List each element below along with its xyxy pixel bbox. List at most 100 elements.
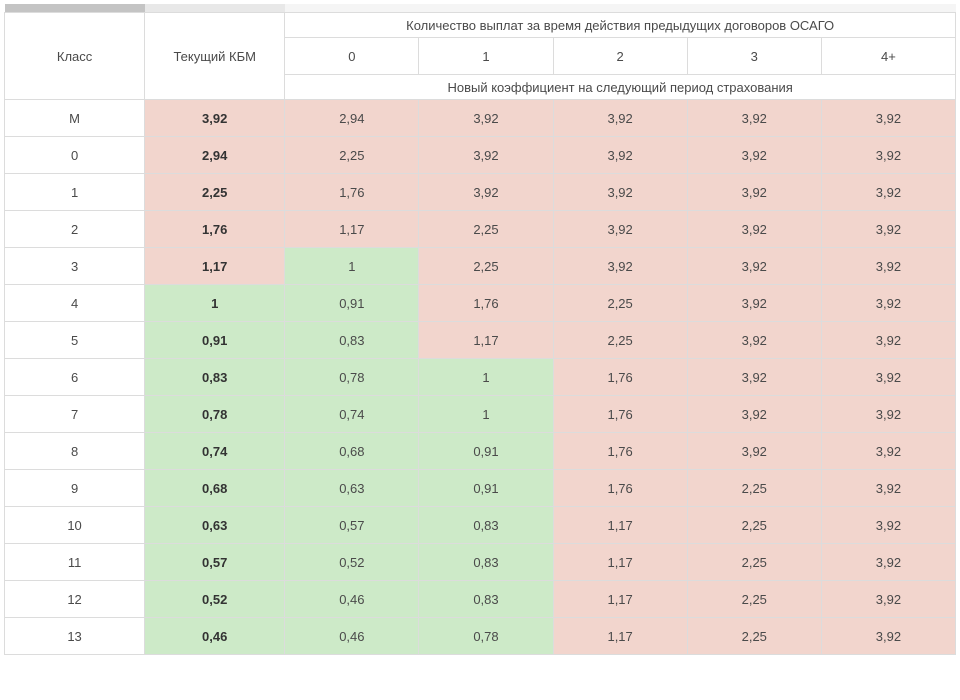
value-cell: 1,76	[419, 285, 553, 322]
value-cell: 3,92	[821, 100, 955, 137]
value-cell: 0,68	[285, 433, 419, 470]
value-cell: 1,76	[285, 174, 419, 211]
kbm-cell: 0,78	[145, 396, 285, 433]
class-cell: 2	[5, 211, 145, 248]
kbm-table: Класс Текущий КБМ Количество выплат за в…	[4, 4, 956, 655]
value-cell: 2,94	[285, 100, 419, 137]
value-cell: 1,17	[419, 322, 553, 359]
value-cell: 3,92	[821, 618, 955, 655]
value-cell: 2,25	[285, 137, 419, 174]
value-cell: 2,25	[687, 507, 821, 544]
kbm-cell: 1,76	[145, 211, 285, 248]
value-cell: 2,25	[687, 618, 821, 655]
value-cell: 2,25	[687, 581, 821, 618]
value-cell: 2,25	[419, 211, 553, 248]
kbm-cell: 1,17	[145, 248, 285, 285]
class-cell: 8	[5, 433, 145, 470]
value-cell: 3,92	[553, 137, 687, 174]
value-cell: 3,92	[821, 285, 955, 322]
value-cell: 0,74	[285, 396, 419, 433]
value-cell: 1,76	[553, 470, 687, 507]
table-row: 21,761,172,253,923,923,92	[5, 211, 956, 248]
table-row: 80,740,680,911,763,923,92	[5, 433, 956, 470]
value-cell: 3,92	[821, 470, 955, 507]
value-cell: 0,83	[419, 581, 553, 618]
value-cell: 1	[285, 248, 419, 285]
value-cell: 3,92	[687, 396, 821, 433]
value-cell: 0,83	[419, 544, 553, 581]
value-cell: 3,92	[821, 581, 955, 618]
value-cell: 3,92	[821, 211, 955, 248]
class-cell: 12	[5, 581, 145, 618]
table-row: 31,1712,253,923,923,92	[5, 248, 956, 285]
table-row: 130,460,460,781,172,253,92	[5, 618, 956, 655]
value-cell: 3,92	[821, 322, 955, 359]
table-row: 60,830,7811,763,923,92	[5, 359, 956, 396]
header-payouts: Количество выплат за время действия пред…	[285, 13, 956, 38]
value-cell: 1	[419, 396, 553, 433]
value-cell: 1,76	[553, 433, 687, 470]
kbm-cell: 0,52	[145, 581, 285, 618]
value-cell: 3,92	[553, 211, 687, 248]
value-cell: 0,57	[285, 507, 419, 544]
value-cell: 3,92	[821, 359, 955, 396]
value-cell: 1	[419, 359, 553, 396]
value-cell: 1,17	[553, 544, 687, 581]
value-cell: 3,92	[821, 248, 955, 285]
value-cell: 3,92	[821, 507, 955, 544]
value-cell: 1,17	[553, 618, 687, 655]
kbm-cell: 0,74	[145, 433, 285, 470]
header-row-1: Класс Текущий КБМ Количество выплат за в…	[5, 13, 956, 38]
value-cell: 3,92	[553, 174, 687, 211]
value-cell: 0,46	[285, 581, 419, 618]
table-row: 12,251,763,923,923,923,92	[5, 174, 956, 211]
table-row: М3,922,943,923,923,923,92	[5, 100, 956, 137]
value-cell: 3,92	[687, 100, 821, 137]
value-cell: 0,91	[285, 285, 419, 322]
value-cell: 2,25	[553, 285, 687, 322]
value-cell: 3,92	[821, 137, 955, 174]
table-row: 120,520,460,831,172,253,92	[5, 581, 956, 618]
value-cell: 3,92	[821, 396, 955, 433]
value-cell: 3,92	[553, 100, 687, 137]
kbm-cell: 3,92	[145, 100, 285, 137]
table-row: 100,630,570,831,172,253,92	[5, 507, 956, 544]
class-cell: 4	[5, 285, 145, 322]
kbm-cell: 0,63	[145, 507, 285, 544]
header-col-3: 3	[687, 38, 821, 75]
table-row: 410,911,762,253,923,92	[5, 285, 956, 322]
class-cell: 6	[5, 359, 145, 396]
value-cell: 3,92	[821, 544, 955, 581]
kbm-cell: 0,57	[145, 544, 285, 581]
kbm-cell: 0,91	[145, 322, 285, 359]
header-class: Класс	[5, 13, 145, 100]
class-cell: 11	[5, 544, 145, 581]
value-cell: 2,25	[687, 470, 821, 507]
header-col-1: 1	[419, 38, 553, 75]
table-row: 110,570,520,831,172,253,92	[5, 544, 956, 581]
value-cell: 3,92	[687, 322, 821, 359]
header-col-4: 4+	[821, 38, 955, 75]
value-cell: 3,92	[687, 137, 821, 174]
header-col-0: 0	[285, 38, 419, 75]
table-row: 70,780,7411,763,923,92	[5, 396, 956, 433]
class-cell: 5	[5, 322, 145, 359]
class-cell: 10	[5, 507, 145, 544]
kbm-cell: 0,83	[145, 359, 285, 396]
table-row: 90,680,630,911,762,253,92	[5, 470, 956, 507]
value-cell: 3,92	[419, 174, 553, 211]
kbm-cell: 0,68	[145, 470, 285, 507]
value-cell: 0,83	[285, 322, 419, 359]
value-cell: 0,91	[419, 433, 553, 470]
table-row: 50,910,831,172,253,923,92	[5, 322, 956, 359]
value-cell: 0,91	[419, 470, 553, 507]
header-kbm: Текущий КБМ	[145, 13, 285, 100]
value-cell: 0,63	[285, 470, 419, 507]
value-cell: 3,92	[419, 100, 553, 137]
value-cell: 0,78	[419, 618, 553, 655]
value-cell: 2,25	[553, 322, 687, 359]
class-cell: 7	[5, 396, 145, 433]
class-cell: 0	[5, 137, 145, 174]
value-cell: 2,25	[419, 248, 553, 285]
value-cell: 3,92	[821, 433, 955, 470]
